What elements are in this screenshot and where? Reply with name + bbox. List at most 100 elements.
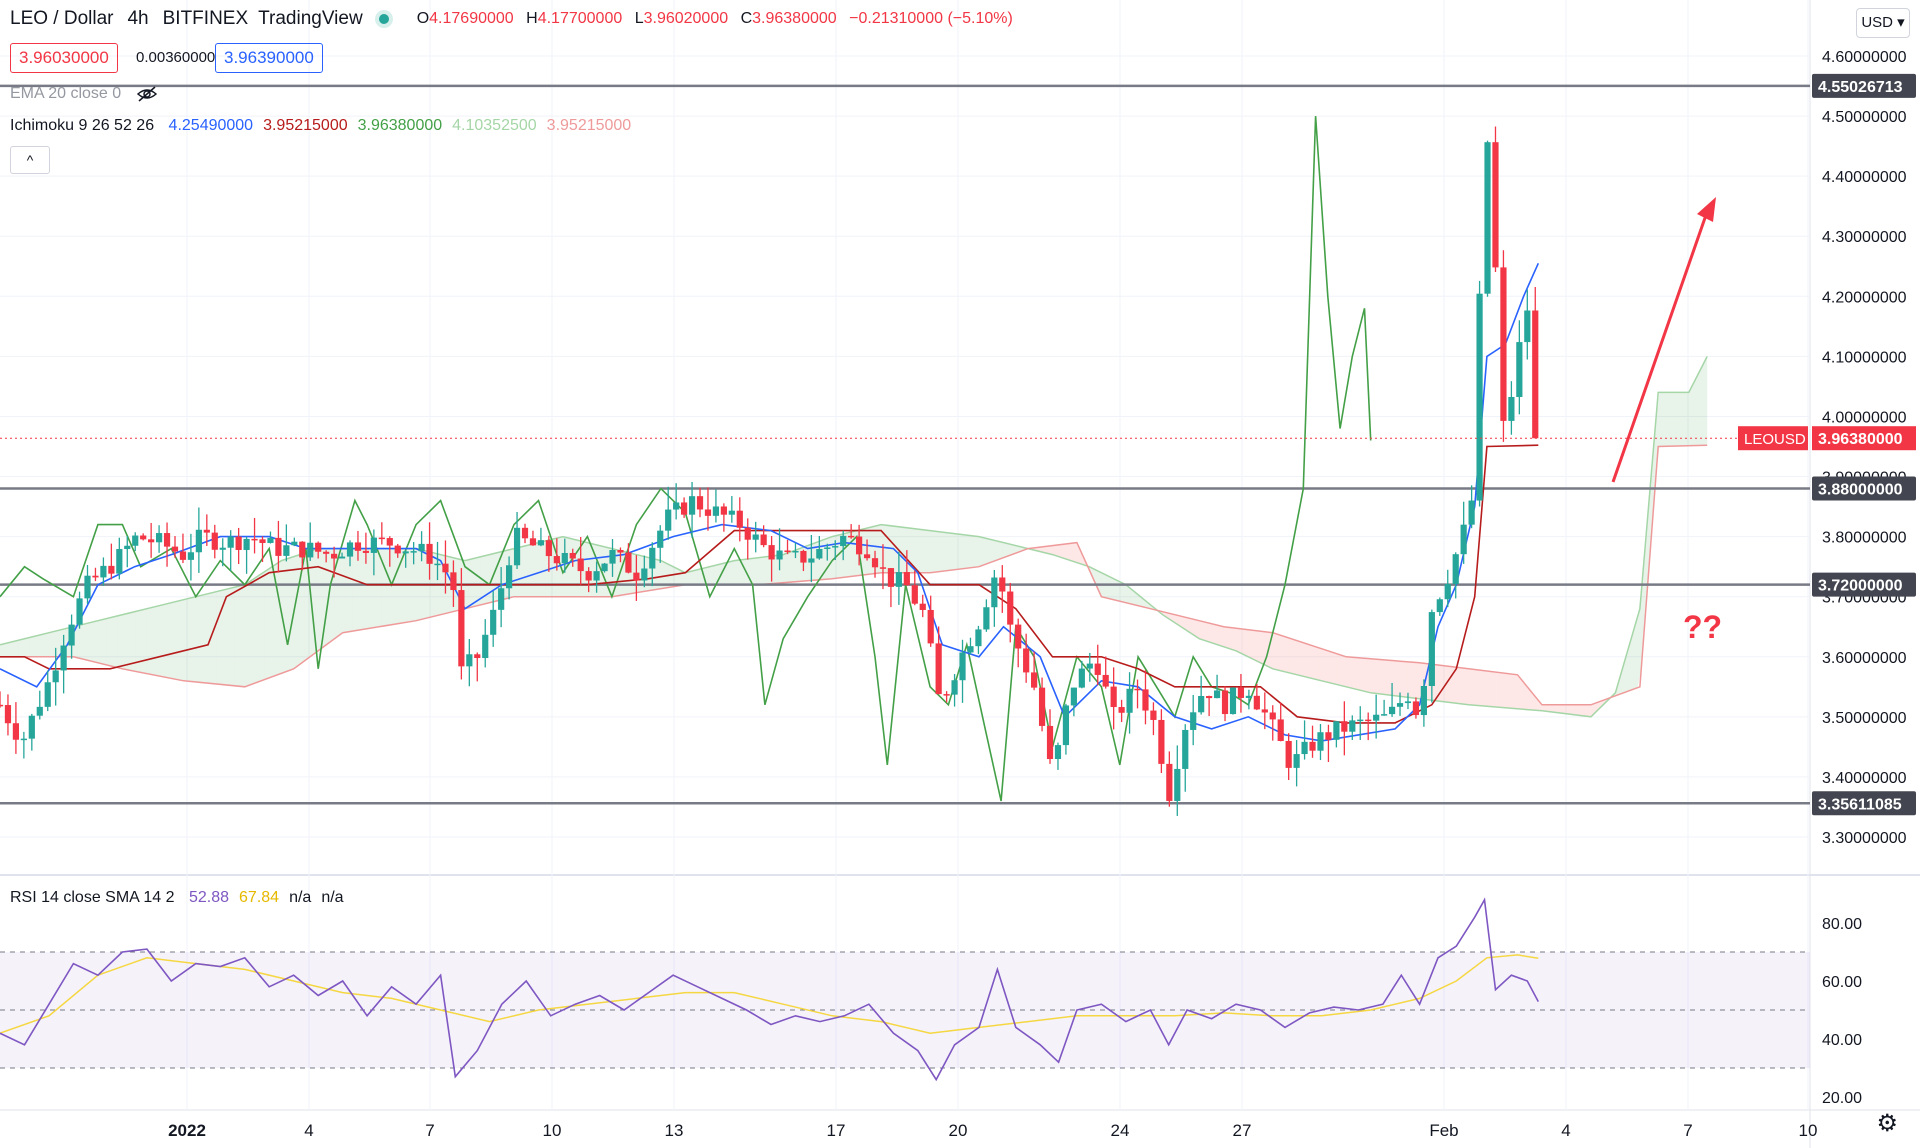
candle-body (617, 550, 624, 553)
cloud-segment (965, 534, 970, 569)
cloud-segment (363, 548, 368, 630)
cloud-segment (1457, 667, 1462, 704)
candle-body (983, 607, 990, 630)
cloud-segment (774, 555, 779, 584)
candle-body (744, 527, 751, 540)
candle-body (959, 652, 966, 681)
cloud-segment (1564, 704, 1568, 714)
cloud-segment (80, 624, 85, 660)
cloud-segment (1116, 579, 1120, 602)
symbol-name[interactable]: LEO / Dollar (10, 8, 114, 29)
cloud-segment (139, 609, 144, 673)
cloud-segment (822, 538, 827, 580)
candle-body (378, 537, 385, 540)
candle-body (1007, 591, 1014, 625)
rsi-value: n/a (289, 889, 312, 906)
cloud-segment (1134, 591, 1139, 606)
candle-body (696, 496, 704, 510)
cloud-segment (1108, 576, 1113, 600)
candle-body (426, 543, 433, 564)
price-tick-label: 3.50000000 (1822, 710, 1907, 727)
rsi-legend[interactable]: RSI 14 close SMA 14 2 52.88 67.84 n/a n/a (10, 889, 354, 907)
cloud-segment (7, 642, 12, 657)
cloud-segment (282, 559, 287, 673)
cloud-segment (752, 557, 757, 585)
cloud-segment (763, 556, 768, 585)
rsi-tick-label: 60.00 (1822, 974, 1862, 991)
cloud-segment (3, 642, 8, 657)
cloud-segment (1681, 392, 1686, 446)
cloud-segment (532, 543, 537, 597)
cloud-segment (525, 545, 529, 597)
cloud-segment (1464, 668, 1469, 705)
candle-body (1388, 706, 1396, 715)
cloud-segment (392, 548, 397, 625)
cloud-segment (1075, 542, 1080, 564)
cloud-segment (1519, 677, 1524, 710)
candle-body (553, 556, 560, 564)
market-status-icon (378, 14, 389, 24)
ichimoku-legend[interactable]: Ichimoku 9 26 52 26 4.25490000 3.95215000… (10, 117, 641, 135)
ema-legend[interactable]: EMA 20 close 0 (10, 85, 158, 103)
rsi-ma-line (0, 954, 1539, 1034)
cloud-segment (256, 574, 261, 683)
candle-body (1126, 688, 1133, 713)
cloud-segment (1347, 656, 1352, 689)
cloud-segment (1130, 588, 1135, 605)
cloud-segment (234, 586, 239, 687)
candle-body (402, 551, 409, 554)
cloud-segment (734, 560, 738, 585)
cloud-segment (190, 596, 195, 682)
cloud-segment (1042, 546, 1047, 554)
rsi-value: n/a (321, 889, 344, 906)
interval[interactable]: 4h (127, 8, 149, 29)
cloud-segment (77, 624, 81, 659)
cloud-segment (1530, 691, 1535, 711)
candle-body (1460, 524, 1467, 555)
exchange: BITFINEX (162, 8, 249, 29)
candle-body (1317, 732, 1324, 751)
rsi-line (0, 897, 1540, 1082)
cloud-segment (708, 566, 713, 585)
cloud-segment (264, 569, 269, 680)
cloud-segment (726, 561, 731, 585)
collapse-legend-button[interactable]: ^ (10, 146, 50, 174)
cloud-segment (671, 566, 676, 587)
candle-body (625, 552, 632, 573)
candle-body (991, 577, 998, 608)
cloud-segment (1362, 658, 1366, 692)
cloud-segment (954, 533, 959, 570)
cloud-segment (157, 605, 162, 677)
cloud-segment (1127, 585, 1131, 604)
cloud-segment (877, 524, 882, 574)
cloud-segment (950, 533, 955, 571)
cloud-segment (1472, 669, 1476, 706)
price-tick-label: 4.40000000 (1822, 169, 1907, 186)
rsi-tick-label: 80.00 (1822, 916, 1862, 933)
eye-hidden-icon[interactable] (136, 86, 158, 102)
cloud-segment (102, 618, 107, 665)
candle-body (498, 588, 505, 610)
candle-body (577, 558, 584, 572)
buy-price-button[interactable]: 3.96390000 (215, 43, 323, 73)
cloud-segment (469, 558, 474, 608)
gear-icon[interactable]: ⚙ (1876, 1110, 1898, 1137)
cloud-segment (1240, 628, 1245, 655)
cloud-segment (323, 548, 327, 648)
candle-body (442, 563, 449, 573)
cloud-segment (1105, 574, 1109, 599)
chart-header: LEO / Dollar 4h BITFINEX TradingView O4.… (10, 8, 1021, 30)
candle-body (410, 551, 417, 553)
cloud-segment (1508, 673, 1513, 709)
candle-body (1062, 705, 1070, 746)
currency-select[interactable]: USD ▾ (1856, 8, 1910, 38)
cloud-segment (1009, 544, 1014, 556)
cloud-segment (1435, 664, 1440, 702)
candle-body (394, 545, 401, 554)
cloud-segment (1538, 700, 1542, 711)
cloud-segment (1292, 639, 1297, 675)
candle-body (251, 538, 258, 541)
cloud-segment (1527, 686, 1531, 710)
sell-price-button[interactable]: 3.96030000 (10, 43, 118, 73)
